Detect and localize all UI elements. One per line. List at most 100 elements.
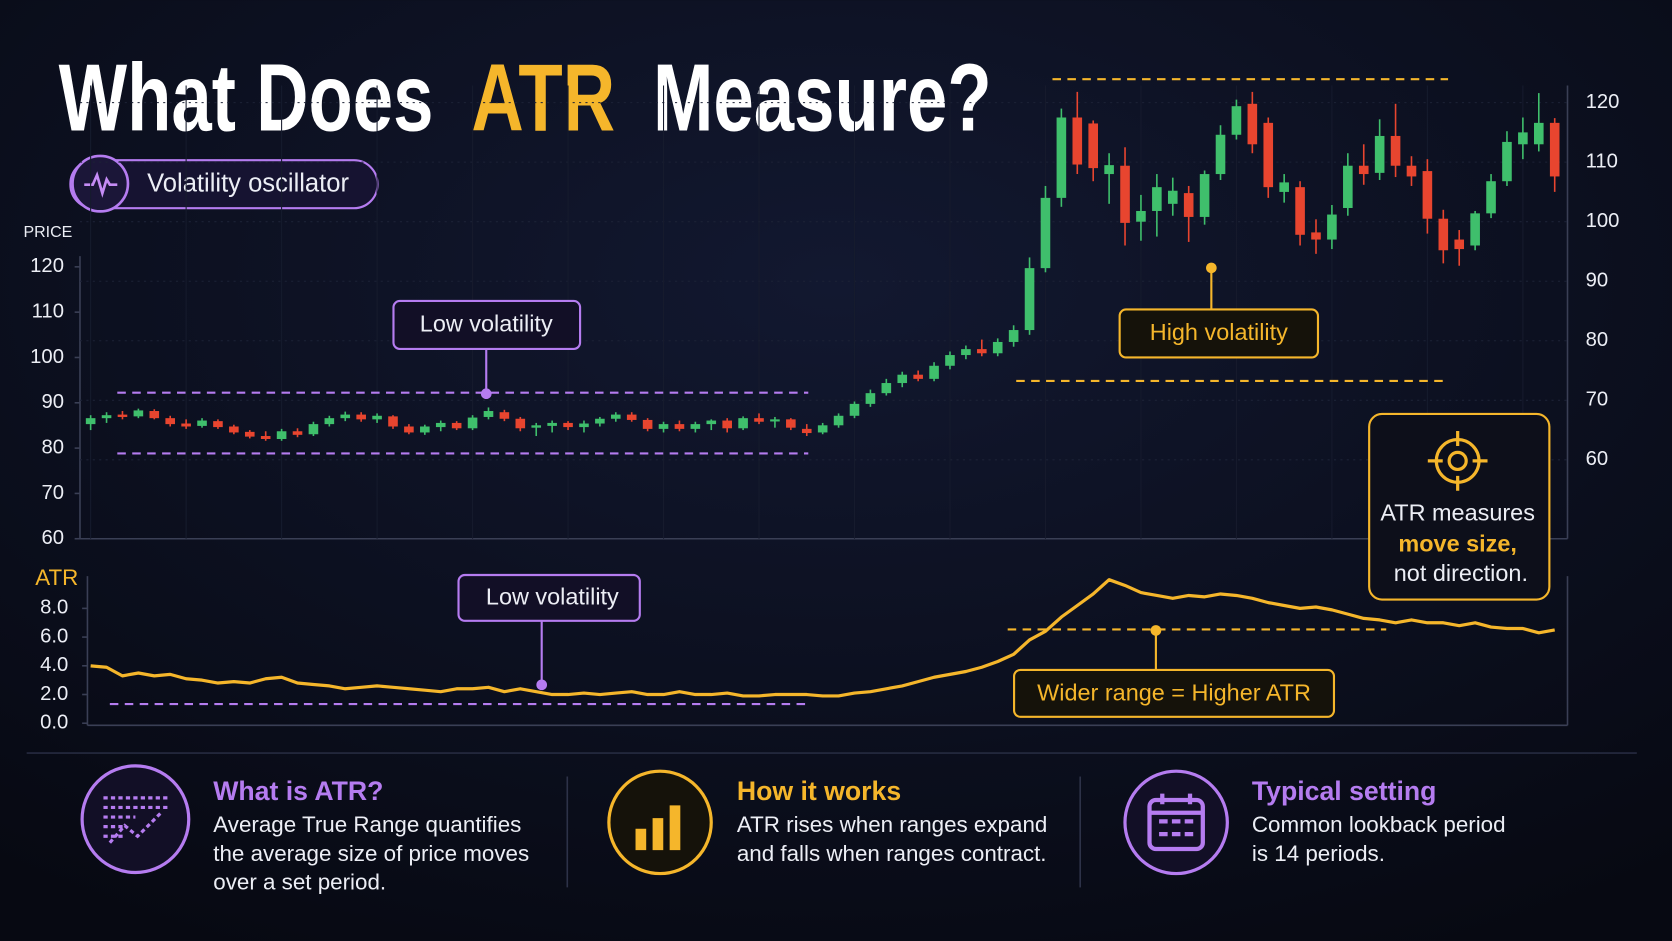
candles — [85, 91, 1560, 441]
pulse-icon — [84, 171, 118, 198]
candle-body — [881, 383, 892, 394]
candle-body — [1072, 117, 1083, 165]
y2-tick-label: 90 — [1586, 270, 1609, 292]
callout-text: Low volatility — [420, 311, 553, 337]
y2-tick-label: 80 — [1586, 329, 1609, 351]
card-icon — [1147, 797, 1205, 852]
candle-body — [117, 414, 128, 417]
candle-body — [961, 349, 971, 356]
candle-body — [1470, 213, 1480, 246]
candle-body — [1263, 122, 1274, 188]
callout-box — [392, 299, 582, 351]
candle-body — [770, 419, 780, 422]
candle-body — [308, 424, 319, 435]
candle-body — [801, 428, 812, 434]
callout-text: High volatility — [1150, 319, 1288, 345]
cards: What is ATR? Average True Range quantifie… — [213, 776, 1505, 895]
candle-body — [658, 424, 669, 429]
y-tick-label: 110 — [32, 301, 64, 323]
callout-text: Low volatility — [486, 584, 619, 610]
candle-body — [149, 411, 160, 419]
candle-body — [722, 420, 732, 429]
callout-dot — [536, 679, 548, 691]
candle-body — [1183, 193, 1194, 217]
note-box — [1368, 412, 1551, 601]
candle-body — [1327, 214, 1337, 240]
y2-tick-label: 100 — [1586, 210, 1620, 232]
candle-body — [1056, 117, 1067, 198]
candle-body — [897, 374, 908, 384]
y-tick-label: 120 — [30, 255, 64, 277]
y-tick-label: 8.0 — [40, 597, 68, 619]
card-text: Common lookback period — [1252, 812, 1506, 837]
callout-box — [1118, 308, 1320, 359]
guides — [117, 78, 1449, 455]
candle-body — [833, 415, 844, 426]
candle-body — [229, 426, 239, 433]
candle-body — [1088, 123, 1099, 169]
candle-body — [1136, 210, 1146, 222]
candle-body — [1199, 174, 1210, 217]
candle-body — [1358, 165, 1369, 175]
y-tick-label: 4.0 — [40, 654, 68, 676]
candle-body — [1247, 103, 1258, 145]
callout-dot — [1206, 262, 1217, 274]
y2-tick-label: 120 — [1586, 91, 1620, 113]
title: What Does ATR Measure? — [59, 44, 992, 151]
y-tick-label: 90 — [41, 391, 64, 413]
candle-body — [1374, 135, 1385, 173]
candle-body — [865, 393, 876, 404]
y2-tick-label: 70 — [1586, 389, 1609, 411]
candle-body — [1279, 182, 1289, 192]
candle-body — [324, 418, 335, 425]
y-tick-label: 0.0 — [40, 712, 68, 734]
candle-body — [467, 417, 478, 429]
card-icon — [635, 805, 681, 851]
candle-body — [754, 418, 764, 422]
y2-tick-label: 110 — [1586, 151, 1618, 173]
candle-body — [1486, 181, 1496, 214]
candle-body — [404, 426, 414, 433]
candle-body — [1343, 165, 1353, 208]
y-tick-label: 70 — [41, 482, 64, 504]
candle-body — [420, 426, 430, 433]
callout-text: Wider range = Higher ATR — [1037, 680, 1311, 706]
title-part: What Does — [59, 44, 434, 151]
candle-body — [165, 418, 176, 425]
candle-body — [738, 418, 748, 429]
candle-body — [849, 403, 860, 416]
candle-body — [1104, 165, 1114, 175]
note-text: move size, — [1398, 530, 1517, 556]
candle-body — [579, 423, 589, 428]
card-icon — [103, 796, 168, 844]
y-axis-label: PRICE — [23, 224, 72, 241]
candle-body — [515, 418, 526, 429]
y-tick-label: 2.0 — [40, 683, 68, 705]
candle-body — [1422, 171, 1433, 219]
card-title: How it works — [737, 776, 901, 806]
candle-body — [626, 414, 637, 420]
candle-body — [547, 422, 557, 426]
candle-body — [197, 420, 207, 426]
candle-body — [1295, 187, 1305, 235]
candle-body — [1215, 134, 1226, 175]
candle-body — [1024, 268, 1035, 331]
candle-body — [817, 425, 828, 433]
candle-body — [451, 422, 462, 429]
candle-body — [1454, 239, 1465, 250]
candle-body — [563, 422, 573, 428]
atr-line — [90, 578, 1555, 698]
candle-body — [435, 422, 446, 428]
candle-body — [1008, 330, 1019, 342]
target-icon — [1427, 431, 1488, 491]
callout-dot — [480, 388, 492, 400]
card-title: What is ATR? — [213, 776, 383, 806]
note-text: not direction. — [1394, 560, 1528, 586]
note-text: ATR measures — [1380, 499, 1535, 525]
candle-body — [642, 419, 653, 429]
candle-body — [85, 418, 96, 425]
candle-body — [913, 374, 923, 379]
candle-body — [531, 425, 542, 428]
candle-body — [388, 416, 398, 427]
